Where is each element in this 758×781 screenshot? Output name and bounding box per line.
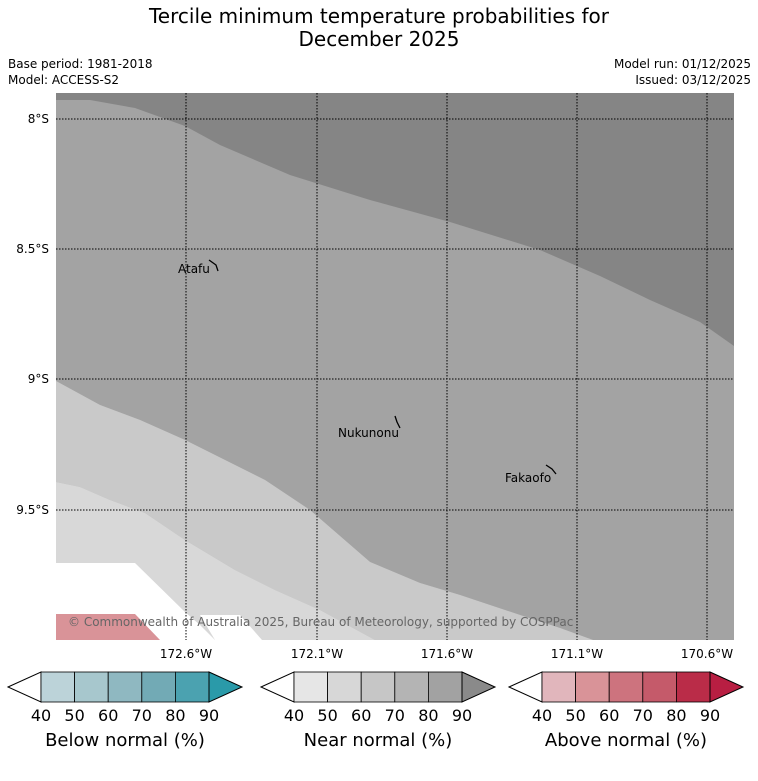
near-normal-80-region bbox=[56, 93, 734, 346]
colorbar-tick: 60 bbox=[599, 706, 619, 725]
colorbar-segment bbox=[141, 671, 176, 703]
colorbar-tick: 40 bbox=[31, 706, 51, 725]
above-normal-50-region bbox=[56, 614, 160, 640]
island-nukunonu: Nukunonu bbox=[338, 415, 401, 440]
colorbar-tick: 80 bbox=[165, 706, 185, 725]
colorbar-segment bbox=[541, 671, 576, 703]
nukunonu-coastline bbox=[394, 415, 401, 429]
colorbar-tick: 70 bbox=[633, 706, 653, 725]
colorbar-tick: 90 bbox=[199, 706, 219, 725]
colorbar-segment bbox=[293, 671, 328, 703]
issued-date: Issued: 03/12/2025 bbox=[635, 73, 751, 87]
map-title: Tercile minimum temperature probabilitie… bbox=[0, 5, 758, 51]
colorbar-extend-low bbox=[259, 671, 295, 703]
colorbar-segment bbox=[327, 671, 362, 703]
meta-left: Base period: 1981-2018 Model: ACCESS-S2 bbox=[8, 56, 153, 88]
title-line-1: Tercile minimum temperature probabilitie… bbox=[148, 4, 610, 28]
colorbar-tick: 50 bbox=[565, 706, 585, 725]
colorbar-tick: 60 bbox=[351, 706, 371, 725]
colorbar-segment bbox=[394, 671, 429, 703]
longitude-labels: 172.6°W 172.1°W 171.6°W 171.1°W 170.6°W bbox=[160, 647, 733, 661]
fakaofo-coastline bbox=[545, 464, 557, 475]
colorbar-extend-high bbox=[461, 671, 497, 703]
colorbar-segment bbox=[74, 671, 109, 703]
atafu-label: Atafu bbox=[178, 262, 210, 276]
colorbar-extend-low bbox=[6, 671, 42, 703]
lon-tick-label: 172.6°W bbox=[160, 647, 212, 661]
copyright-notice: © Commonwealth of Australia 2025, Bureau… bbox=[68, 615, 573, 629]
model-name: Model: ACCESS-S2 bbox=[8, 73, 120, 87]
colorbar-segment bbox=[642, 671, 677, 703]
title-line-2: December 2025 bbox=[298, 27, 460, 51]
colorbar-extend-high bbox=[208, 671, 244, 703]
colorbar-segment bbox=[107, 671, 143, 703]
colorbar-segment bbox=[174, 671, 210, 703]
below-normal-label: Below normal (%) bbox=[45, 730, 205, 751]
colorbars: 40 50 60 70 80 90 40 50 60 70 80 90 40 50 60 70 80 90 bbox=[6, 671, 745, 725]
lon-tick-label: 170.6°W bbox=[681, 647, 733, 661]
colorbar-tick: 90 bbox=[452, 706, 472, 725]
colorbar-segment bbox=[676, 671, 711, 703]
map-area bbox=[56, 93, 734, 640]
colorbar-segment bbox=[40, 671, 75, 703]
above-normal-label: Above normal (%) bbox=[544, 730, 708, 751]
atafu-coastline bbox=[208, 259, 219, 272]
colorbar-tick: 40 bbox=[284, 706, 304, 725]
nukunonu-label: Nukunonu bbox=[338, 426, 399, 440]
above-normal-colorbar: 40 50 60 70 80 90 bbox=[507, 671, 745, 725]
lon-tick-label: 172.1°W bbox=[291, 647, 343, 661]
colorbar-extend-high bbox=[709, 671, 745, 703]
near-normal-label: Near normal (%) bbox=[303, 730, 453, 751]
lat-tick-label: 9.5°S bbox=[16, 503, 49, 517]
lat-tick-label: 8.5°S bbox=[16, 242, 49, 256]
grid-lines bbox=[56, 93, 734, 640]
colorbar-tick: 90 bbox=[700, 706, 720, 725]
meta-right: Model run: 01/12/2025 Issued: 03/12/2025 bbox=[614, 56, 751, 88]
near-normal-colorbar: 40 50 60 70 80 90 bbox=[259, 671, 497, 725]
colorbar-segment bbox=[427, 671, 463, 703]
below-normal-colorbar: 40 50 60 70 80 90 bbox=[6, 671, 244, 725]
colorbar-segment bbox=[360, 671, 396, 703]
latitude-labels: 8°S 8.5°S 9°S 9.5°S bbox=[16, 112, 49, 517]
lat-tick-label: 9°S bbox=[28, 372, 49, 386]
lat-tick-label: 8°S bbox=[28, 112, 49, 126]
colorbar-tick: 40 bbox=[532, 706, 552, 725]
colorbar-tick: 80 bbox=[418, 706, 438, 725]
near-normal-50-band bbox=[56, 381, 593, 640]
colorbar-extend-low bbox=[507, 671, 543, 703]
base-period: Base period: 1981-2018 bbox=[8, 57, 153, 71]
island-fakaofo: Fakaofo bbox=[505, 464, 557, 485]
colorbar-segment bbox=[608, 671, 644, 703]
colorbar-tick: 70 bbox=[132, 706, 152, 725]
colorbar-tick: 50 bbox=[317, 706, 337, 725]
fakaofo-label: Fakaofo bbox=[505, 471, 551, 485]
lon-tick-label: 171.6°W bbox=[421, 647, 473, 661]
lon-tick-label: 171.1°W bbox=[551, 647, 603, 661]
colorbar-tick: 70 bbox=[385, 706, 405, 725]
model-run: Model run: 01/12/2025 bbox=[613, 57, 751, 71]
colorbar-segment bbox=[575, 671, 610, 703]
colorbar-tick: 50 bbox=[64, 706, 84, 725]
colorbar-tick: 80 bbox=[666, 706, 686, 725]
island-atafu: Atafu bbox=[178, 259, 219, 276]
colorbar-tick: 60 bbox=[98, 706, 118, 725]
white-patch bbox=[200, 615, 262, 640]
